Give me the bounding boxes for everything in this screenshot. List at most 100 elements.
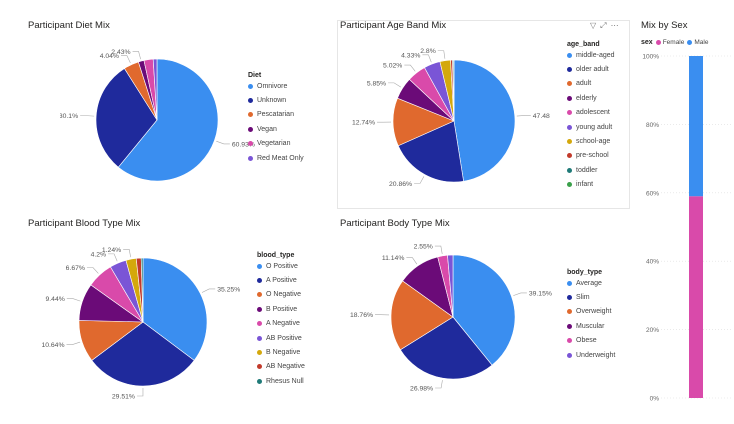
- legend-marker-icon: [567, 110, 572, 116]
- diet-legend-item[interactable]: Red Meat Only: [248, 151, 304, 165]
- diet-legend-item[interactable]: Vegetarian: [248, 137, 304, 151]
- age-legend-item[interactable]: school-age: [567, 134, 615, 148]
- diet-legend-item[interactable]: Unknown: [248, 93, 304, 107]
- blood-data-label: 9.44%: [46, 296, 65, 303]
- age-legend-item[interactable]: pre-school: [567, 149, 615, 163]
- blood-legend-item[interactable]: O Positive: [257, 259, 305, 273]
- sex-bar-female[interactable]: [689, 196, 703, 398]
- diet-legend-item[interactable]: Pescatarian: [248, 108, 304, 122]
- age-legend-item[interactable]: adolescent: [567, 106, 615, 120]
- diet-legend-item[interactable]: Vegan: [248, 122, 304, 136]
- body-legend-item[interactable]: Obese: [567, 334, 615, 348]
- diet-slice-omnivore[interactable]: [117, 58, 219, 182]
- sex-bar-male[interactable]: [689, 56, 703, 197]
- diet-chart-title: Participant Diet Mix: [28, 20, 110, 31]
- legend-marker-icon: [567, 139, 572, 145]
- blood-legend-label: B Positive: [266, 305, 298, 313]
- legend-marker-icon: [248, 98, 253, 104]
- body-slice-overweight[interactable]: [390, 280, 454, 351]
- body-slice-average[interactable]: [452, 254, 516, 366]
- legend-marker-icon: [687, 40, 693, 45]
- diet-data-label: 2.43%: [111, 49, 130, 56]
- age-data-label: 47.48%: [533, 113, 550, 120]
- legend-marker-icon: [248, 155, 253, 161]
- legend-marker-icon: [257, 378, 262, 384]
- body-data-label: 18.76%: [350, 312, 373, 319]
- age-legend-label: infant: [576, 181, 594, 189]
- sex-y-tick-label: 100%: [642, 54, 659, 61]
- blood-pie-chart[interactable]: 35.25% 29.51% 10.64% 9.44% 6.67% 4.2%1.24%: [0, 226, 260, 401]
- blood-legend-label: O Negative: [266, 291, 302, 299]
- legend-marker-icon: [567, 167, 572, 173]
- body-legend-item[interactable]: Slim: [567, 290, 615, 304]
- more-options-icon[interactable]: ⋯: [610, 21, 619, 30]
- age-data-label: 5.02%: [383, 63, 402, 70]
- blood-slice-rhesus-null[interactable]: [140, 257, 144, 323]
- age-legend-item[interactable]: older adult: [567, 62, 615, 76]
- diet-legend-item[interactable]: Omnivore: [248, 79, 304, 93]
- age-slice-older-adult[interactable]: [397, 120, 464, 183]
- blood-legend: blood_type O Positive A Positive O Negativ…: [257, 252, 305, 389]
- age-legend-item[interactable]: elderly: [567, 91, 615, 105]
- sex-stacked-bar-chart[interactable]: 100% 80% 60% 40% 20% 0%: [641, 48, 734, 408]
- blood-leader-line: [123, 249, 131, 258]
- body-legend: body_type Average Slim Overweight Muscular O…: [567, 269, 615, 362]
- body-legend-item[interactable]: Underweight: [567, 348, 615, 362]
- body-chart-title: Participant Body Type Mix: [340, 218, 450, 229]
- age-slice-middle-aged[interactable]: [453, 59, 516, 182]
- sex-y-tick-label: 0%: [650, 396, 660, 403]
- age-legend-item[interactable]: middle-aged: [567, 48, 615, 62]
- legend-marker-icon: [567, 153, 572, 159]
- sex-legend-label[interactable]: Male: [694, 39, 709, 46]
- diet-slice-red-meat-only[interactable]: [152, 58, 158, 121]
- age-legend-item[interactable]: adult: [567, 77, 615, 91]
- blood-legend-label: A Positive: [266, 277, 297, 285]
- blood-slice-a-positive[interactable]: [91, 321, 195, 387]
- age-legend-item[interactable]: young adult: [567, 120, 615, 134]
- age-pie-chart[interactable]: 47.48% 20.86% 12.74% 5.85% 5.02% 4.33%2.8%: [350, 40, 550, 210]
- age-legend-item[interactable]: infant: [567, 178, 615, 192]
- blood-legend-label: A Negative: [266, 320, 300, 328]
- legend-marker-icon: [567, 280, 572, 286]
- blood-legend-item[interactable]: A Positive: [257, 273, 305, 287]
- body-legend-item[interactable]: Muscular: [567, 319, 615, 333]
- sex-legend-label[interactable]: Female: [662, 39, 685, 46]
- blood-legend-item[interactable]: O Negative: [257, 288, 305, 302]
- body-legend-item[interactable]: Average: [567, 276, 615, 290]
- age-legend-item[interactable]: toddler: [567, 163, 615, 177]
- legend-marker-icon: [257, 335, 262, 341]
- body-legend-item[interactable]: Overweight: [567, 305, 615, 319]
- blood-leader-line: [201, 288, 216, 293]
- blood-slice-o-positive[interactable]: [142, 257, 208, 361]
- body-legend-title: body_type: [567, 269, 603, 276]
- body-legend-label: Average: [576, 279, 602, 287]
- body-pie-chart[interactable]: 39.15% 26.98% 18.76% 11.14% 2.55%: [350, 226, 570, 401]
- blood-data-label: 1.24%: [102, 247, 121, 254]
- diet-pie-chart[interactable]: 60.93% 30.1% 4.04%2.43%: [60, 40, 320, 215]
- diet-data-label: 30.1%: [60, 113, 78, 120]
- blood-legend-item[interactable]: AB Positive: [257, 331, 305, 345]
- age-legend-label: adolescent: [576, 109, 610, 117]
- legend-marker-icon: [567, 52, 572, 58]
- blood-legend-item[interactable]: Rhesus Null: [257, 374, 305, 388]
- focus-mode-icon[interactable]: ⤢: [600, 21, 607, 30]
- blood-data-label: 4.2%: [91, 251, 107, 258]
- body-legend-label: Muscular: [576, 322, 605, 330]
- body-slice-slim[interactable]: [399, 316, 493, 380]
- age-legend-label: elderly: [576, 94, 597, 102]
- legend-marker-icon: [248, 126, 253, 132]
- blood-legend-item[interactable]: A Negative: [257, 317, 305, 331]
- blood-leader-line: [66, 298, 81, 302]
- body-slice-underweight[interactable]: [447, 254, 454, 318]
- blood-legend-item[interactable]: AB Negative: [257, 360, 305, 374]
- blood-legend-item[interactable]: B Negative: [257, 345, 305, 359]
- sex-legend-title: sex: [641, 39, 653, 46]
- blood-legend-item[interactable]: B Positive: [257, 302, 305, 316]
- age-legend-label: pre-school: [576, 152, 609, 160]
- filter-icon[interactable]: ▽: [590, 21, 597, 30]
- age-leader-line: [437, 50, 446, 59]
- diet-slice-unknown[interactable]: [95, 68, 158, 168]
- legend-marker-icon: [567, 67, 572, 73]
- legend-marker-icon: [257, 306, 262, 312]
- age-legend-label: older adult: [576, 66, 609, 74]
